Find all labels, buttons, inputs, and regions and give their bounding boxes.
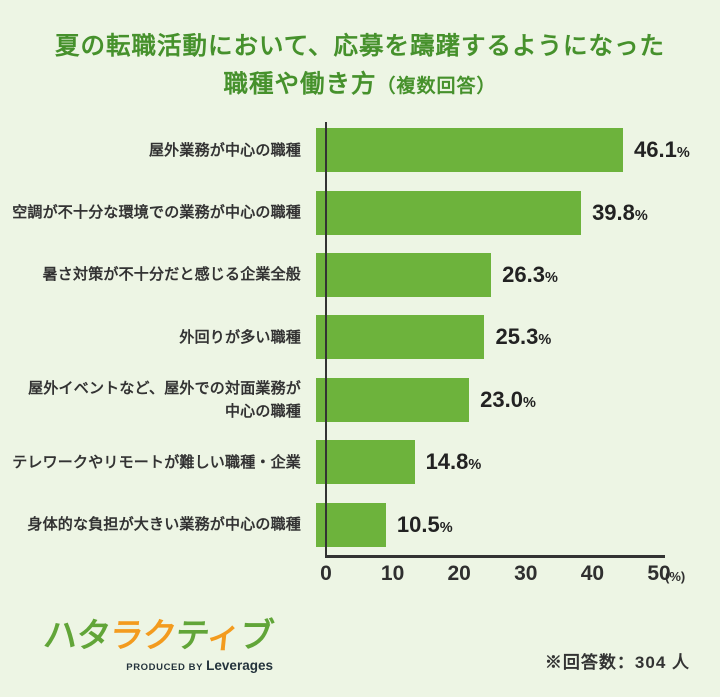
title-line2-sub: （複数回答）	[376, 75, 497, 97]
bar-value: 26.3%	[502, 262, 558, 288]
x-axis-line	[324, 555, 665, 558]
bar	[316, 502, 386, 547]
hataractive-logo: ハタラクティブ PRODUCED BY Leverages	[41, 608, 275, 673]
bar-value-unit: %	[544, 269, 558, 286]
logo-char: ラ	[107, 617, 145, 655]
bar	[316, 252, 492, 297]
bar-value-unit: %	[439, 519, 453, 536]
category-label: 屋外業務が中心の職種	[148, 141, 301, 159]
bar-area: 39.8%	[313, 181, 720, 243]
x-tick-label: 10	[380, 562, 405, 585]
logo-char: ハ	[41, 617, 79, 655]
chart-row: 暑さ対策が不十分だと感じる企業全般 26.3%	[0, 244, 720, 306]
logo-char: テ	[173, 617, 209, 655]
chart-rows: 屋外業務が中心の職種 46.1% 空調が不十分な環境での業務が中心の職種 39.8% 暑…	[0, 119, 720, 556]
x-axis-unit-label: (%)	[665, 569, 686, 584]
bar-area: 14.8%	[313, 431, 720, 493]
bar	[316, 315, 485, 360]
bar-area: 25.3%	[313, 306, 720, 368]
bar-value-unit: %	[468, 457, 482, 474]
chart-row: 屋外業務が中心の職種 46.1%	[0, 119, 720, 181]
logo-char: ク	[140, 617, 178, 655]
bar-value-unit: %	[676, 145, 690, 162]
x-tick-label: 30	[514, 562, 538, 585]
logo-wordmark: ハタラクティブ	[41, 608, 275, 657]
horizontal-bar-chart: 屋外業務が中心の職種 46.1% 空調が不十分な環境での業務が中心の職種 39.8% 暑…	[0, 119, 720, 592]
page-title: 夏の転職活動において、応募を躊躇するようになった 職種や働き方（複数回答）	[0, 28, 720, 104]
bar	[316, 440, 415, 485]
bar-value-number: 46.1	[634, 137, 677, 163]
x-axis-ticks: 0 10 20 30 40 50	[320, 562, 686, 592]
bar-value: 14.8%	[426, 449, 482, 475]
bar-value-unit: %	[634, 207, 648, 224]
x-tick-label: 20	[447, 562, 471, 585]
bar	[316, 190, 582, 235]
bar-value-number: 26.3	[502, 261, 545, 287]
bar-value-unit: %	[523, 394, 536, 411]
chart-row: 空調が不十分な環境での業務が中心の職種 39.8%	[0, 181, 720, 243]
title-line1: 夏の転職活動において、応募を躊躇するようになった	[54, 33, 666, 60]
title-line2-main: 職種や働き方	[223, 70, 377, 98]
bar-value-number: 23.0	[480, 386, 523, 412]
produced-by-label: PRODUCED BY	[126, 662, 203, 673]
title-line2: 職種や働き方（複数回答）	[0, 66, 720, 104]
category-label: 身体的な負担が大きい業務が中心の職種	[27, 515, 301, 533]
bar-area: 10.5%	[313, 493, 720, 555]
bar-value-number: 14.8	[425, 449, 469, 475]
bar-value: 46.1%	[634, 137, 690, 163]
chart-row: 身体的な負担が大きい業務が中心の職種 10.5%	[0, 493, 720, 555]
bar-value-number: 25.3	[495, 324, 539, 350]
category-label: 空調が不十分な環境での業務が中心の職種	[12, 203, 301, 221]
x-tick-label: 0	[320, 562, 332, 585]
logo-char: ブ	[237, 617, 275, 655]
chart-row: 外回りが多い職種 25.3%	[0, 306, 720, 368]
category-label: 暑さ対策が不十分だと感じる企業全般	[42, 266, 301, 284]
produced-by-line: PRODUCED BY Leverages	[44, 658, 273, 673]
bar	[316, 377, 470, 422]
bar-value-unit: %	[538, 332, 552, 349]
chart-row: テレワークやリモートが難しい職種・企業 14.8%	[0, 431, 720, 493]
bar-area: 23.0%	[313, 369, 720, 431]
y-axis-line	[324, 122, 327, 557]
bar-area: 26.3%	[313, 244, 720, 306]
bar	[316, 128, 624, 173]
x-tick-label: 50	[647, 562, 671, 585]
category-label: 屋外イベントなど、屋外での対面業務が 中心の職種	[28, 379, 301, 420]
logo-char: タ	[74, 617, 112, 655]
logo-char: ィ	[204, 617, 242, 655]
bar-value: 10.5%	[397, 512, 453, 538]
bar-value-number: 39.8	[592, 199, 635, 225]
bar-value: 23.0%	[480, 387, 536, 413]
respondent-count-note: ※回答数：304 人	[544, 653, 690, 672]
bar-value: 39.8%	[592, 200, 648, 226]
category-label: 外回りが多い職種	[179, 328, 301, 346]
chart-row: 屋外イベントなど、屋外での対面業務が 中心の職種 23.0%	[0, 369, 720, 431]
bar-value-number: 10.5	[396, 511, 440, 537]
x-tick-label: 40	[580, 562, 605, 585]
bar-area: 46.1%	[313, 119, 720, 181]
bar-value: 25.3%	[495, 324, 551, 350]
category-label: テレワークやリモートが難しい職種・企業	[12, 453, 301, 471]
leverages-brand: Leverages	[206, 658, 273, 673]
